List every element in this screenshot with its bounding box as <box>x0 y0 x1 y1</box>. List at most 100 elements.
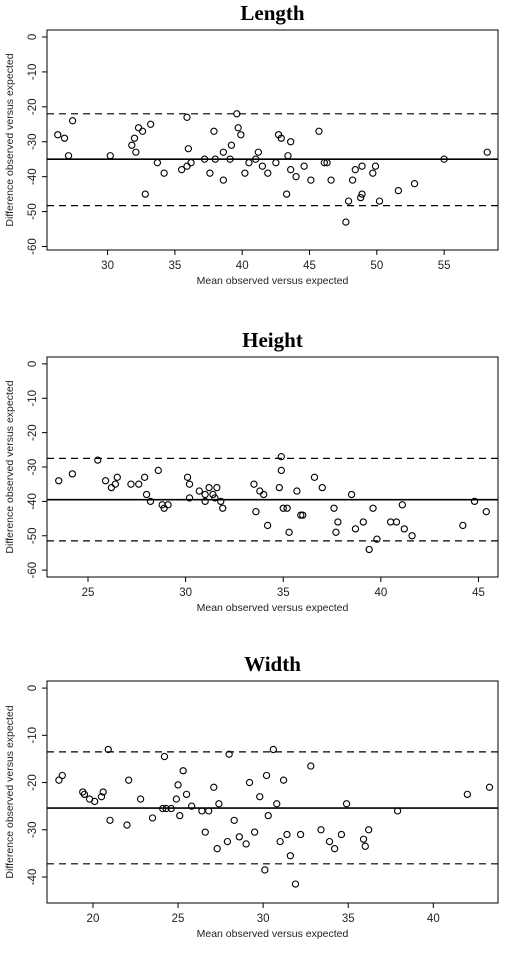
data-point <box>330 845 339 853</box>
y-tick-label: -30 <box>27 459 39 476</box>
data-point <box>234 124 242 132</box>
panel-width: Width 0 -10 -20 -30 -40 20 25 30 35 40 Mean observe… <box>4 652 499 940</box>
data-point <box>107 483 116 492</box>
data-point <box>127 480 135 488</box>
data-point <box>318 483 326 492</box>
data-point <box>185 480 194 488</box>
data-point <box>106 816 114 824</box>
x-axis-label: Mean observed versus expected <box>197 928 349 940</box>
data-point <box>297 511 305 519</box>
x-tick-label: 40 <box>374 587 387 599</box>
x-tick-label: 40 <box>427 913 440 925</box>
data-point <box>183 473 192 481</box>
y-tick-label: 0 <box>27 685 39 691</box>
data-point <box>375 197 384 205</box>
data-point <box>287 166 295 174</box>
panel-height: Height 0 -10 -20 -30 -40 -50 -60 25 30 35 40 45 Mean … <box>4 328 499 614</box>
data-point <box>252 155 260 163</box>
data-point <box>393 807 402 815</box>
data-point <box>185 494 194 502</box>
data-point <box>123 821 131 829</box>
data-point <box>299 511 307 519</box>
data-point <box>371 162 380 170</box>
data-point <box>337 830 346 839</box>
data-point <box>285 528 293 536</box>
data-point <box>398 501 406 509</box>
data-point <box>283 830 291 839</box>
data-point <box>261 866 269 874</box>
chart-title: Height <box>242 328 303 352</box>
data-point <box>177 166 186 174</box>
y-tick-label: -20 <box>27 774 39 791</box>
data-point <box>136 795 145 803</box>
data-point <box>264 811 272 820</box>
data-point <box>106 152 114 160</box>
chart-title: Width <box>244 652 301 676</box>
data-point <box>292 173 300 181</box>
data-point <box>201 497 209 506</box>
data-point <box>146 497 155 506</box>
data-point <box>217 497 225 506</box>
data-point <box>111 480 119 488</box>
data-point <box>162 804 170 813</box>
data-point <box>97 793 106 801</box>
y-tick-label: -50 <box>27 527 39 544</box>
data-point <box>64 152 73 160</box>
data-point <box>277 453 285 461</box>
data-point <box>176 811 184 820</box>
data-point <box>219 176 228 184</box>
data-point <box>272 159 280 167</box>
data-point <box>369 504 377 512</box>
data-point <box>470 497 479 506</box>
data-point <box>256 793 264 801</box>
y-tick-label: -20 <box>27 99 39 116</box>
data-point <box>394 186 403 195</box>
data-point <box>325 837 334 846</box>
x-tick-label: 40 <box>236 260 249 272</box>
data-point <box>188 802 196 810</box>
data-point <box>210 127 218 135</box>
data-point <box>317 826 325 834</box>
panel-length: Length 0 -10 -20 -30 -40 -50 -60 30 35 40 45 50 55 Mea… <box>4 1 499 287</box>
y-tick-label: -40 <box>27 869 39 886</box>
data-point <box>483 148 491 156</box>
data-point <box>68 117 77 125</box>
x-tick-label: 35 <box>168 260 181 272</box>
data-point <box>291 880 300 888</box>
data-point <box>276 837 284 846</box>
x-tick-label: 30 <box>257 913 270 925</box>
data-point <box>348 176 357 184</box>
data-point <box>187 159 195 167</box>
x-tick-label: 35 <box>277 587 290 599</box>
data-point <box>91 797 99 806</box>
data-point <box>263 521 272 530</box>
data-point <box>330 504 338 512</box>
y-tick-label: -10 <box>27 64 39 81</box>
data-point <box>113 473 121 481</box>
data-point <box>230 816 238 824</box>
y-tick-label: -60 <box>27 562 39 579</box>
data-point <box>482 508 490 516</box>
data-point <box>344 197 353 205</box>
data-point <box>211 155 219 163</box>
data-point <box>141 190 149 198</box>
data-point <box>128 141 136 149</box>
data-point <box>183 113 191 121</box>
data-point <box>94 456 102 464</box>
data-point <box>55 477 63 485</box>
plot-frame <box>46 356 499 578</box>
data-point <box>179 767 187 775</box>
data-point <box>206 169 214 177</box>
data-point <box>286 852 295 860</box>
data-point <box>58 771 66 780</box>
data-point <box>154 466 162 475</box>
data-point <box>245 778 254 787</box>
x-tick-label: 30 <box>101 260 114 272</box>
data-point <box>99 788 107 796</box>
data-point <box>250 828 259 836</box>
data-point <box>167 804 175 813</box>
data-point <box>347 490 356 499</box>
data-point <box>201 490 209 499</box>
data-point <box>351 166 359 174</box>
x-tick-label: 45 <box>472 587 485 599</box>
